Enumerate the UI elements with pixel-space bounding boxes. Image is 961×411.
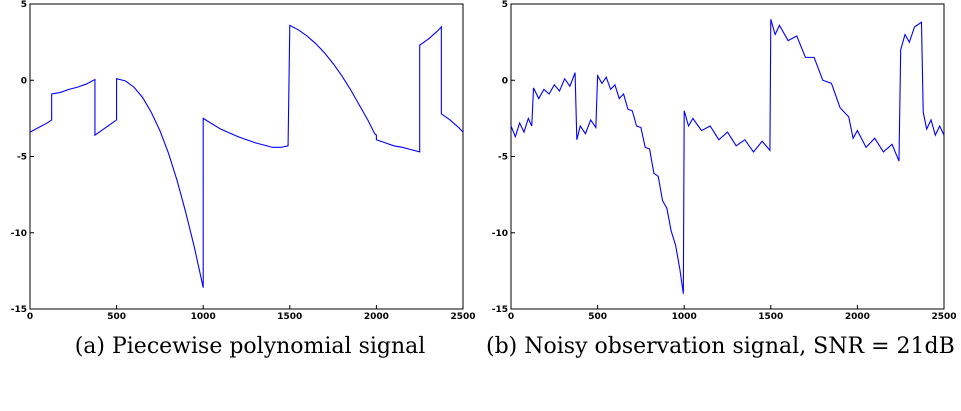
x-tick-label: 2000	[364, 312, 389, 322]
x-tick-label: 2500	[931, 312, 956, 322]
y-tick-label: -10	[11, 229, 27, 239]
y-tick-label: -5	[498, 153, 508, 163]
y-tick-label: -5	[17, 153, 27, 163]
x-tick-label: 1500	[277, 312, 302, 322]
signal-line	[29, 24, 464, 288]
x-tick-label: 0	[508, 312, 514, 322]
x-tick-label: 2000	[845, 312, 870, 322]
x-tick-label: 1000	[191, 312, 216, 322]
plot-frame	[510, 3, 945, 310]
x-tick-label: 1500	[758, 312, 783, 322]
x-tick-label: 500	[107, 312, 126, 322]
x-tick-label: 1000	[672, 312, 697, 322]
y-tick-label: -15	[11, 305, 27, 315]
signal-line	[510, 19, 945, 294]
y-tick-label: 0	[502, 76, 508, 86]
x-tick-label: 500	[588, 312, 607, 322]
plot-frame	[29, 3, 464, 310]
y-tick-label: -10	[492, 229, 508, 239]
charts: 0 500 1000 1500 2000 2500 -15 -10 -5 0 5 0 500 1000 15…	[11, 0, 957, 322]
caption: (b) Noisy observation signal, SNR = 21dB	[486, 334, 955, 359]
caption: (a) Piecewise polynomial signal	[74, 334, 426, 359]
y-tick-label: 0	[21, 76, 27, 86]
y-tick-label: -15	[492, 305, 508, 315]
y-tick-label: 5	[21, 0, 27, 10]
x-tick-label: 2500	[450, 312, 475, 322]
y-tick-label: 5	[502, 0, 508, 10]
x-tick-label: 0	[27, 312, 33, 322]
